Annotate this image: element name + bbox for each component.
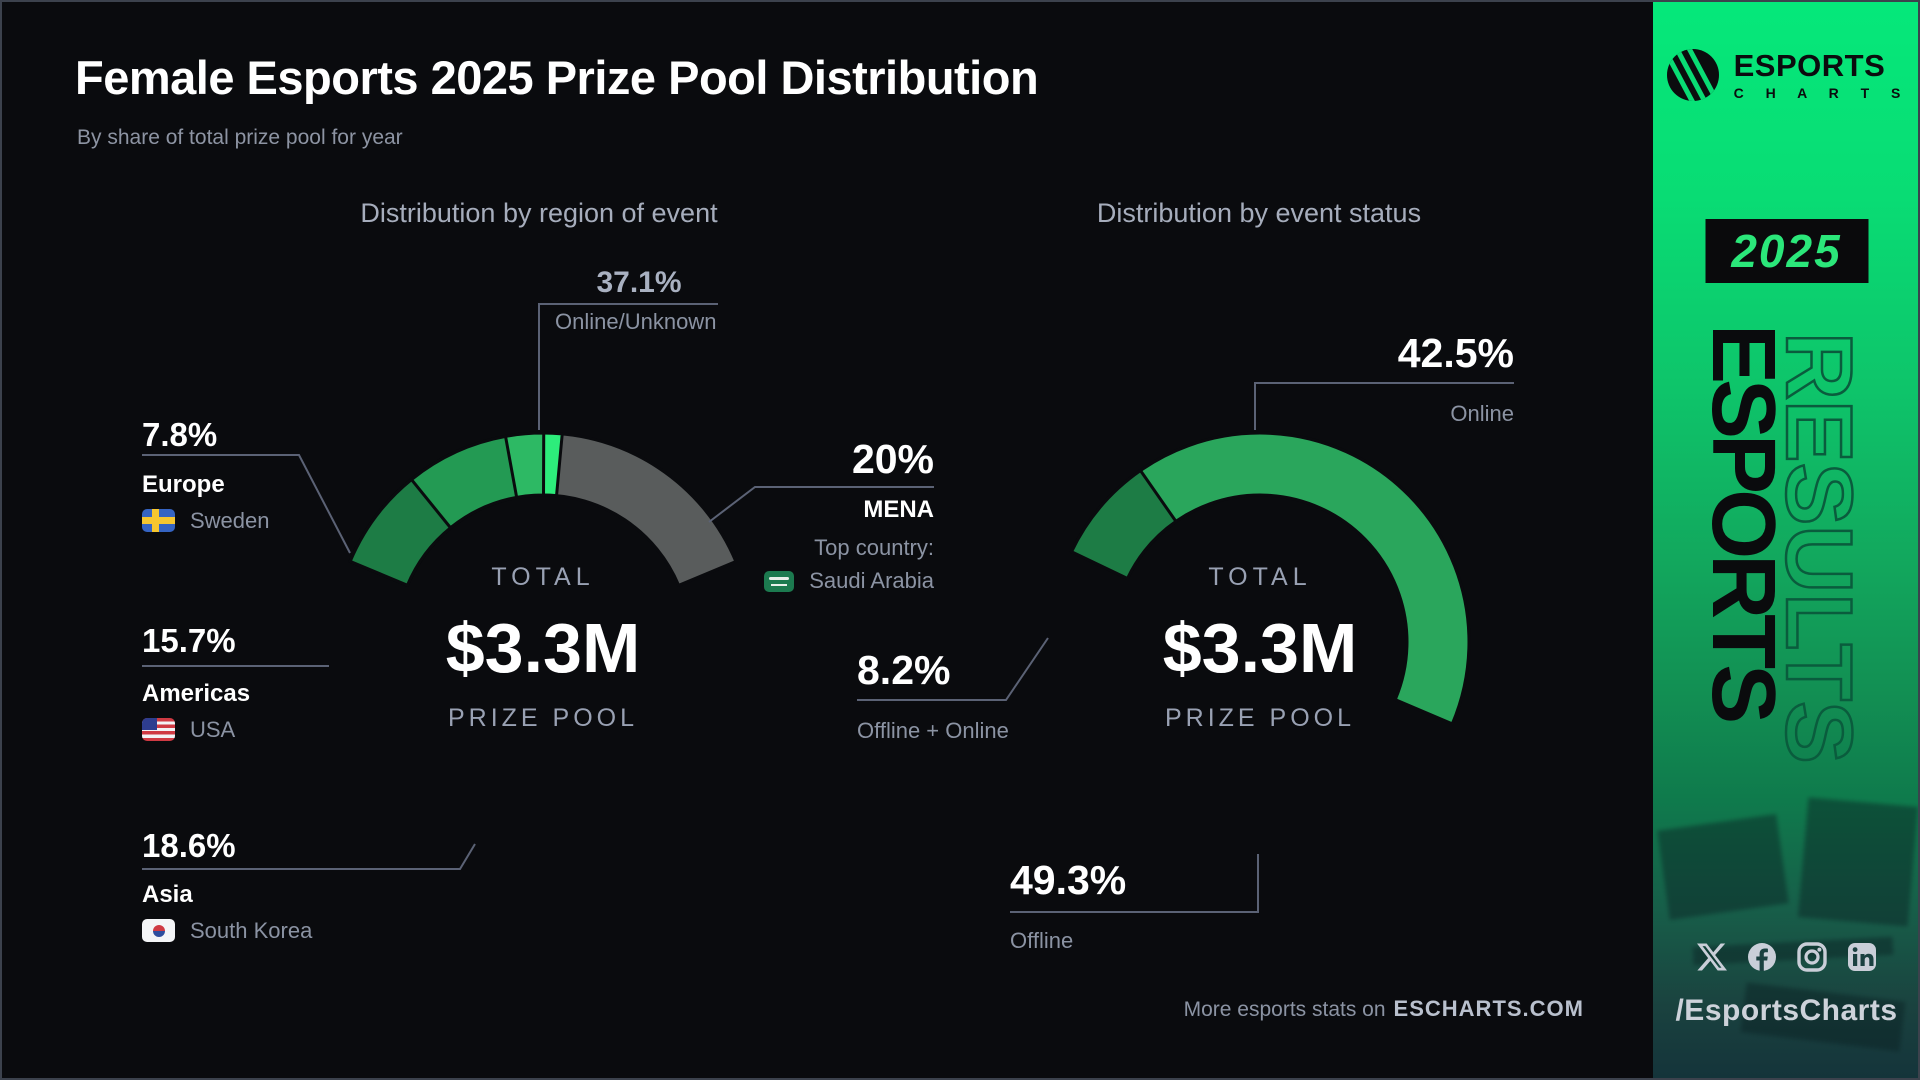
footer-text: More esports stats on [1183,998,1386,1021]
saudi-arabia-flag-icon [764,570,795,592]
sweden-flag-icon [142,509,175,532]
status-donut-chart [1070,431,1471,726]
page-subtitle: By share of total prize pool for year [77,126,403,149]
region-prizepool-label: PRIZE POOL [447,704,639,732]
europe-country: Sweden [190,507,270,533]
online-pct: 42.5% [1397,330,1514,376]
instagram-icon[interactable] [1795,940,1829,974]
brand-sidebar: ESPORTS C H A R T S 2025 [1653,2,1918,1078]
offline-pct: 49.3% [1010,857,1127,903]
status-donut-center: TOTAL $3.3M PRIZE POOL [1120,563,1400,733]
asia-country: South Korea [190,917,313,943]
footer-note: More esports stats on ESCHARTS.COM [1184,996,1584,1022]
donut-segment-offline[interactable] [1070,431,1471,726]
mena-name: MENA [863,496,934,523]
americas-pct: 15.7% [142,622,236,659]
esports-charts-logo-icon [1665,46,1719,104]
region-chart-title: Distribution by region of event [360,198,718,228]
online-unknown-name: Online/Unknown [555,309,717,334]
brand-subname: C H A R T S [1733,85,1910,101]
offline-name: Offline [1010,928,1074,953]
offline-online-pct: 8.2% [857,647,951,693]
region-donut-chart [348,431,738,587]
region-donut-center: TOTAL $3.3M PRIZE POOL [403,563,683,733]
donut-segment-offline-online[interactable] [1070,469,1178,580]
asia-pct: 18.6% [142,827,236,864]
callout-americas: 15.7% Americas USA [142,624,250,741]
mena-top-country-label: Top country: [814,535,934,560]
donut-segment-europe[interactable] [348,478,452,587]
status-total-label: TOTAL [1208,563,1312,591]
status-prizepool-label: PRIZE POOL [1164,704,1356,732]
callout-offline: 49.3% Offline [1010,860,1126,952]
status-chart-title: Distribution by event status [1096,198,1422,228]
status-total-value: $3.3M [1162,609,1358,687]
year-badge: 2025 [1705,219,1868,283]
footer-site-link[interactable]: ESCHARTS.COM [1393,996,1584,1021]
page-title: Female Esports 2025 Prize Pool Distribut… [75,51,1039,104]
americas-country: USA [190,716,236,742]
esports-charts-logo[interactable]: ESPORTS C H A R T S [1653,46,1918,104]
year-badge-text: 2025 [1731,225,1842,277]
europe-name: Europe [142,471,225,498]
vertical-results-text: RESULTS [1766,331,1874,765]
callout-europe: 7.8% Europe Sweden [142,418,270,532]
x-twitter-icon[interactable] [1695,940,1729,974]
arena-photo-backdrop [1653,792,1918,1078]
asia-name: Asia [142,881,193,908]
social-handle[interactable]: /EsportsCharts [1675,994,1898,1027]
south-korea-flag-icon [142,919,175,942]
americas-name: Americas [142,680,251,707]
callout-online: 42.5% Online [1284,333,1514,425]
mena-pct: 20% [851,436,934,482]
callout-offline-online: 8.2% Offline + Online [857,650,1009,742]
online-unknown-pct: 37.1% [596,266,682,299]
brand-name: ESPORTS [1733,48,1886,83]
offline-online-name: Offline + Online [857,718,1009,743]
callout-mena: 20% MENA Top country: Saudi Arabia [704,439,934,592]
callout-asia: 18.6% Asia South Korea [142,829,312,942]
online-name: Online [1450,401,1514,426]
region-total-value: $3.3M [445,609,641,687]
region-total-label: TOTAL [491,563,595,591]
social-icons [1653,940,1918,974]
facebook-icon[interactable] [1745,940,1779,974]
usa-flag-icon [142,718,175,741]
callout-online-unknown: 37.1% [559,268,719,298]
mena-country: Saudi Arabia [809,568,934,593]
linkedin-icon[interactable] [1845,940,1879,974]
europe-pct: 7.8% [142,416,218,453]
